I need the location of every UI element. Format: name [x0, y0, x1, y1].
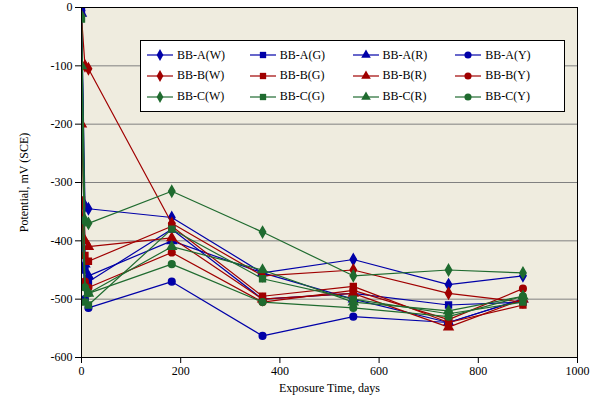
html-text:BB-A(R): BB-A(R)	[382, 47, 428, 62]
svg-text:-200: -200	[51, 117, 73, 131]
html-text:BB-C(R): BB-C(R)	[382, 89, 427, 104]
svg-text:600: 600	[370, 364, 388, 378]
svg-text:Potential, mV (SCE): Potential, mV (SCE)	[17, 133, 31, 232]
svg-text:0: 0	[79, 364, 85, 378]
svg-text:0: 0	[67, 0, 73, 14]
svg-text:-100: -100	[51, 59, 73, 73]
html-text:BB-B(W): BB-B(W)	[177, 68, 225, 83]
svg-text:-400: -400	[51, 234, 73, 248]
svg-text:800: 800	[469, 364, 487, 378]
svg-text:-300: -300	[51, 175, 73, 189]
svg-text:1000: 1000	[566, 364, 590, 378]
html-text:BB-A(G): BB-A(G)	[279, 47, 326, 62]
html-text:BB-C(G): BB-C(G)	[279, 89, 325, 104]
html-text:BB-A(W): BB-A(W)	[177, 47, 225, 62]
html-text:BB-B(G): BB-B(G)	[279, 68, 325, 83]
svg-text:Exposure Time, days: Exposure Time, days	[279, 381, 380, 395]
html-text:BB-A(Y): BB-A(Y)	[485, 47, 531, 62]
svg-text:400: 400	[271, 364, 289, 378]
svg-text:-500: -500	[51, 292, 73, 306]
html-text:BB-C(Y): BB-C(Y)	[485, 89, 530, 104]
html-text:BB-B(R): BB-B(R)	[382, 68, 427, 83]
html-text:BB-C(W): BB-C(W)	[177, 89, 225, 104]
svg-text:200: 200	[172, 364, 190, 378]
svg-text:-600: -600	[51, 350, 73, 364]
html-text:BB-B(Y): BB-B(Y)	[485, 68, 530, 83]
